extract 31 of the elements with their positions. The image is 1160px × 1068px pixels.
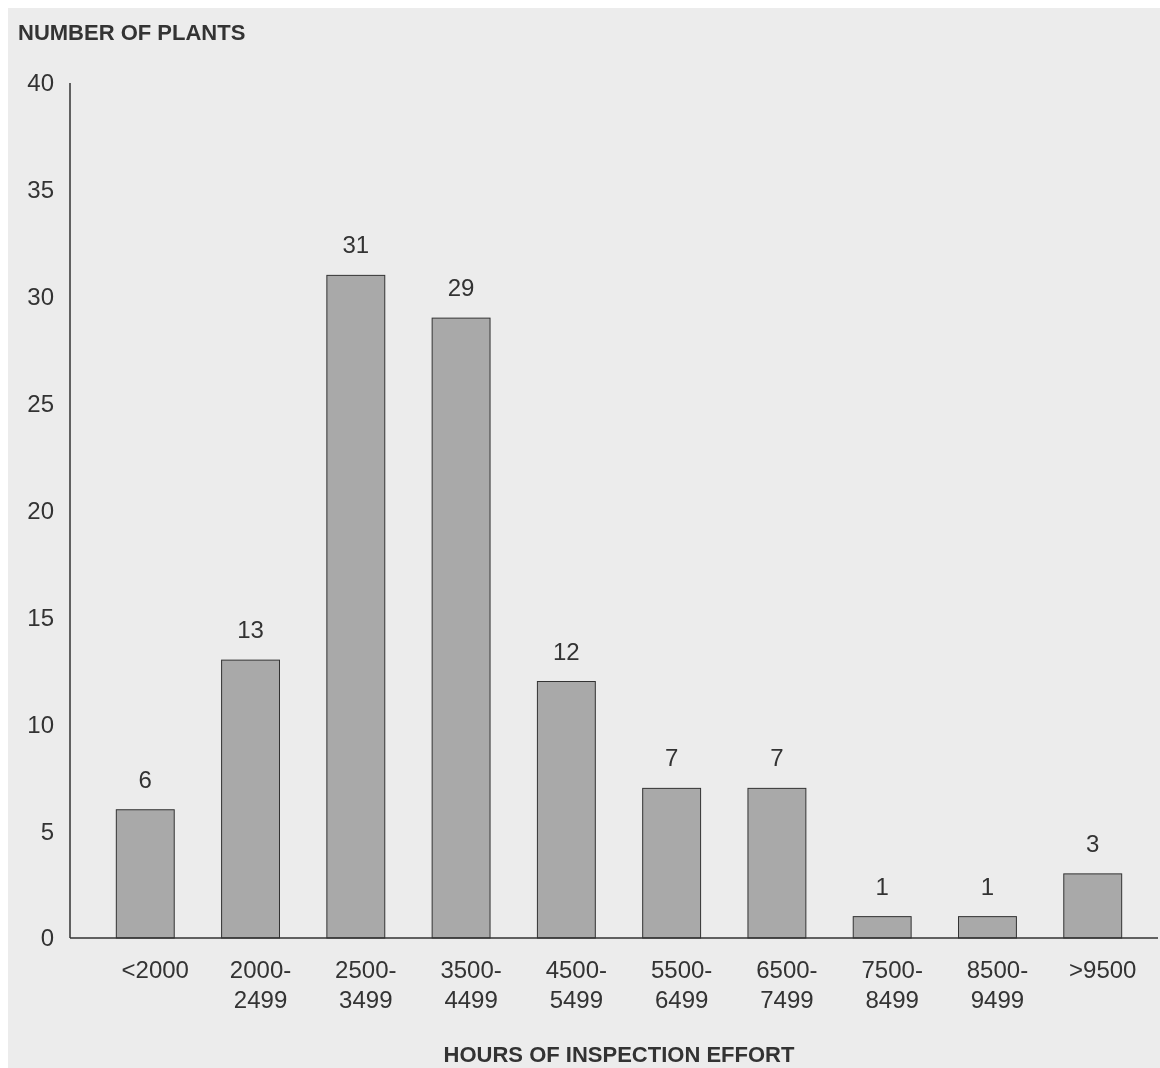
y-tick-label: 30 <box>27 283 54 311</box>
x-tick-label: <2000 <box>121 956 189 983</box>
y-tick-label: 0 <box>40 924 54 952</box>
data-label: 7 <box>770 744 784 772</box>
x-tick-label: 2500-3499 <box>335 956 397 1013</box>
x-tick-label: 5500-6499 <box>650 956 713 1013</box>
x-tick-label: 4500-5499 <box>545 956 608 1013</box>
y-tick-label: 20 <box>27 496 54 524</box>
y-tick-label: 15 <box>27 603 54 631</box>
data-label: 31 <box>342 231 370 259</box>
data-label: 12 <box>553 637 580 665</box>
y-tick-label: 25 <box>27 390 54 418</box>
data-label: 3 <box>1086 829 1100 857</box>
data-label: 1 <box>980 872 995 900</box>
x-tick-label: 8500-9499 <box>966 956 1029 1013</box>
x-tick-label: >9500 <box>1069 956 1137 983</box>
y-tick-label: 35 <box>27 176 54 204</box>
y-axis-title: NUMBER OF PLANTS <box>18 20 246 45</box>
x-tick-label: 6500-7499 <box>756 956 818 1013</box>
data-label: 29 <box>447 274 475 302</box>
data-label: 6 <box>138 765 152 793</box>
x-tick-label: 2000-2499 <box>229 956 292 1013</box>
data-label: 1 <box>875 872 889 900</box>
y-tick-label: 5 <box>40 817 54 845</box>
data-label: 7 <box>664 744 679 772</box>
y-tick-label: 10 <box>27 710 54 738</box>
data-label: 13 <box>237 616 264 644</box>
x-tick-label: 3500-4499 <box>440 956 502 1013</box>
y-tick-label: 40 <box>27 69 54 97</box>
x-tick-label: 7500-8499 <box>861 956 923 1013</box>
x-axis-title: HOURS OF INSPECTION EFFORT <box>443 1042 795 1067</box>
